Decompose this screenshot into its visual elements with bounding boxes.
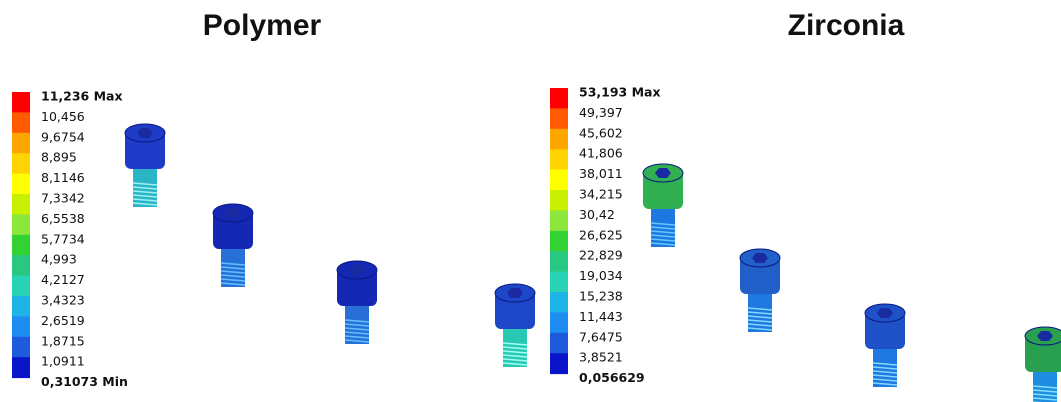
legend-label: 5,7734 [41, 231, 85, 246]
legend-label: 22,829 [579, 248, 623, 263]
legend-swatch [12, 194, 30, 215]
legend-swatch [550, 251, 568, 272]
legend-label: 34,215 [579, 187, 623, 202]
legend-swatch [550, 149, 568, 170]
screw-shank [1033, 368, 1057, 402]
screw [1025, 327, 1061, 402]
legend-label: 38,011 [579, 166, 623, 181]
legend-label: 49,397 [579, 105, 623, 120]
legend-label: 8,895 [41, 150, 77, 165]
legend-swatch [12, 133, 30, 154]
legend-swatch [12, 337, 30, 358]
legend-swatch [12, 316, 30, 337]
legend-swatch [550, 210, 568, 231]
legend-label: 11,236 Max [41, 89, 123, 104]
legend-label: 26,625 [579, 227, 623, 242]
legend-label: 53,193 Max [579, 85, 661, 100]
legend-label: 2,6519 [41, 313, 85, 328]
legend-swatch [12, 255, 30, 276]
legend-swatch [550, 333, 568, 354]
legend-swatch [12, 174, 30, 195]
legend-swatch [12, 92, 30, 113]
legend-label: 4,993 [41, 252, 77, 267]
legend-swatch [550, 108, 568, 129]
screw [337, 261, 377, 344]
legend-swatch [550, 353, 568, 374]
legend-swatch [12, 235, 30, 256]
legend-label: 8,1146 [41, 170, 85, 185]
legend-swatch [550, 88, 568, 109]
legend-swatch [12, 357, 30, 378]
legend-label: 7,3342 [41, 191, 85, 206]
legend-swatch [550, 170, 568, 191]
legend-swatch [12, 112, 30, 133]
screw [213, 204, 253, 287]
legend-swatch [12, 214, 30, 235]
legend-swatch [12, 276, 30, 297]
legend-label: 1,8715 [41, 333, 85, 348]
legend-label: 0,31073 Min [41, 374, 128, 389]
legend-label: 4,2127 [41, 272, 85, 287]
legend-label: 41,806 [579, 146, 623, 161]
legend-label: 9,6754 [41, 129, 85, 144]
legend-label: 45,602 [579, 125, 623, 140]
panel-title: Zirconia [788, 9, 905, 42]
legend-label: 3,8521 [579, 350, 623, 365]
legend-label: 10,456 [41, 109, 85, 124]
legend-label: 19,034 [579, 268, 623, 283]
legend-swatch [550, 292, 568, 313]
figure-canvas: Polymer Zirconia 11,236 Max 10,456 9,6754 8… [0, 0, 1061, 402]
screw [643, 164, 683, 247]
legend-swatch [550, 272, 568, 293]
screw [125, 124, 165, 207]
screw [865, 304, 905, 387]
screw [740, 249, 780, 332]
legend-swatch [550, 231, 568, 252]
legend-label: 6,5538 [41, 211, 85, 226]
legend-label: 7,6475 [579, 329, 623, 344]
figure: Polymer Zirconia 11,236 Max 10,456 9,6754 8… [0, 0, 1061, 402]
legend-swatch [550, 312, 568, 333]
legend-label: 15,238 [579, 289, 623, 304]
legend-label: 1,0911 [41, 354, 85, 369]
legend-swatch [550, 129, 568, 150]
legend-swatch [550, 190, 568, 211]
legend-label: 30,42 [579, 207, 615, 222]
legend-swatch [12, 296, 30, 317]
legend-label: 3,4323 [41, 293, 85, 308]
panel-title: Polymer [203, 9, 322, 42]
screw [495, 284, 535, 367]
legend-label: 11,443 [579, 309, 623, 324]
legend-swatch [12, 153, 30, 174]
legend-label: 0,056629 [579, 370, 645, 385]
